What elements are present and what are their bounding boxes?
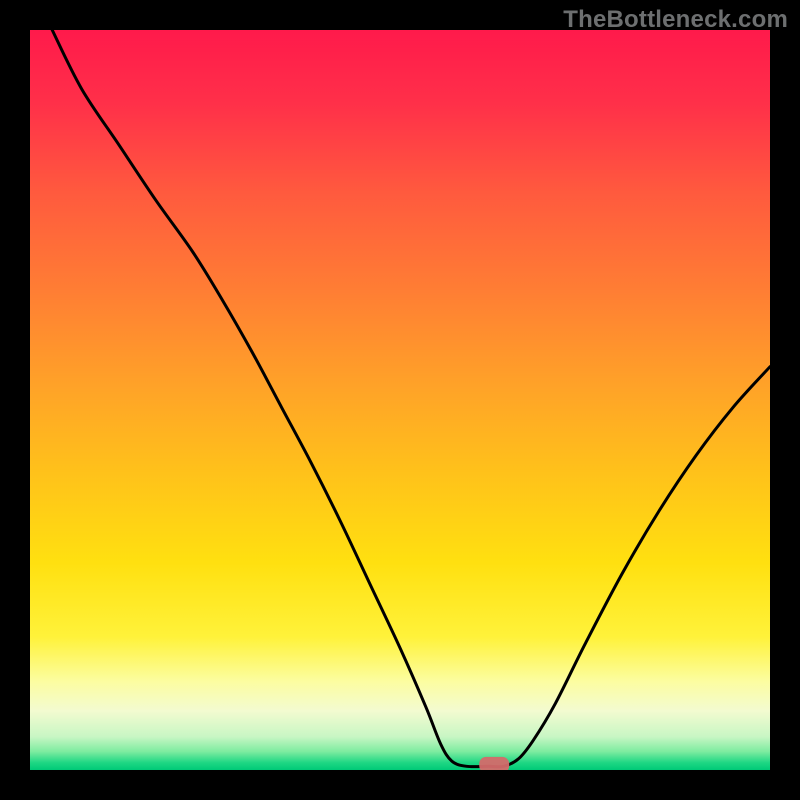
plot-frame [30,30,770,770]
plot-area [30,30,770,770]
chart-root: { "watermark": { "text": "TheBottleneck.… [0,0,800,800]
bottleneck-curve [30,30,770,770]
optimum-marker [479,757,509,770]
